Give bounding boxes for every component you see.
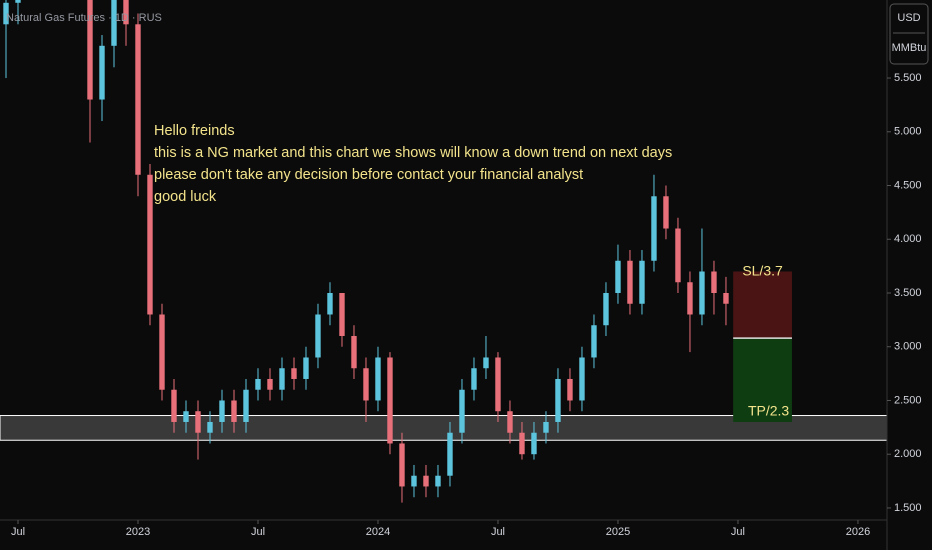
x-tick-label: 2025 xyxy=(606,526,630,538)
chart-title: Natural Gas Futures · 1D · RUS xyxy=(6,12,162,24)
candle-body xyxy=(687,282,693,315)
annotation-line: please don't take any decision before co… xyxy=(154,167,583,183)
candle-body xyxy=(459,389,465,433)
candle-body xyxy=(3,2,9,25)
x-tick-label: 2026 xyxy=(846,526,870,538)
x-tick-label: 2024 xyxy=(366,526,390,538)
candle-body xyxy=(243,389,249,422)
candle-body xyxy=(351,335,357,369)
y-tick-label: 2.500 xyxy=(894,394,922,406)
candle-body xyxy=(183,411,189,422)
candle-body xyxy=(627,260,633,304)
candle-body xyxy=(99,45,105,100)
stop-label: SL/3.7 xyxy=(742,263,783,279)
target-label: TP/2.3 xyxy=(748,403,789,419)
candle-body xyxy=(195,411,201,433)
annotation-line: Hello freinds xyxy=(154,123,235,139)
candle-body xyxy=(411,475,417,487)
annotation-line: good luck xyxy=(154,189,217,205)
x-tick-label: Jul xyxy=(251,526,265,538)
candle-body xyxy=(675,228,681,283)
y-tick-label: 2.000 xyxy=(894,448,922,460)
y-tick-label: 5.000 xyxy=(894,126,922,138)
candle-body xyxy=(663,196,669,229)
y-tick-label: 4.000 xyxy=(894,233,922,245)
unit-box[interactable] xyxy=(889,3,929,65)
x-tick-label: 2023 xyxy=(126,526,150,538)
candle-body xyxy=(363,368,369,401)
y-tick-label: 4.500 xyxy=(894,179,922,191)
candle-body xyxy=(519,432,525,455)
candle-body xyxy=(15,0,21,3)
candle-body xyxy=(231,400,237,422)
candle-body xyxy=(219,400,225,422)
y-tick-label: 3.500 xyxy=(894,287,922,299)
candle-body xyxy=(615,260,621,293)
candle-body xyxy=(639,260,645,304)
candle-body xyxy=(483,357,489,369)
y-tick-label: 1.500 xyxy=(894,502,922,514)
candle-body xyxy=(723,292,729,304)
y-tick-label: 3.000 xyxy=(894,341,922,353)
candle-body xyxy=(159,314,165,390)
candle-body xyxy=(555,378,561,422)
candle-body xyxy=(87,0,93,100)
candle-body xyxy=(507,411,513,433)
x-tick-label: Jul xyxy=(731,526,745,538)
currency: USD xyxy=(897,12,920,24)
candle-body xyxy=(303,357,309,379)
candle-body xyxy=(591,325,597,358)
candle-body xyxy=(279,368,285,390)
candle-body xyxy=(147,174,153,315)
candle-body xyxy=(315,314,321,358)
candle-body xyxy=(339,292,345,336)
candle-body xyxy=(423,475,429,487)
target-zone xyxy=(733,338,792,422)
candle-body xyxy=(327,292,333,315)
candle-body xyxy=(375,357,381,401)
candle-body xyxy=(711,271,717,293)
candle-body xyxy=(399,443,405,487)
candle-body xyxy=(387,357,393,444)
annotation-line: this is a NG market and this chart we sh… xyxy=(154,145,672,161)
candle-body xyxy=(579,357,585,401)
candle-body xyxy=(651,196,657,261)
candle-body xyxy=(207,421,213,433)
candle-body xyxy=(111,0,117,46)
unit: MMBtu xyxy=(892,42,927,54)
candle-body xyxy=(435,475,441,487)
candle-body xyxy=(447,432,453,476)
candle-body xyxy=(291,368,297,379)
candle-body xyxy=(603,292,609,326)
candle-body xyxy=(699,271,705,315)
y-tick-label: 5.500 xyxy=(894,72,922,84)
candle-body xyxy=(495,357,501,412)
candle-body xyxy=(567,378,573,401)
candle-body xyxy=(267,378,273,390)
candle-body xyxy=(171,389,177,422)
plot-area: SL/3.7 TP/2.3 Hello freinds this is a NG ma… xyxy=(0,0,887,503)
candle-body xyxy=(123,0,129,25)
stop-zone xyxy=(733,271,792,339)
x-tick-label: Jul xyxy=(491,526,505,538)
candle-body xyxy=(471,368,477,390)
candle-body xyxy=(135,24,141,175)
candle-body xyxy=(531,432,537,455)
x-tick-label: Jul xyxy=(11,526,25,538)
candle-body xyxy=(543,421,549,433)
candle-body xyxy=(255,378,261,390)
